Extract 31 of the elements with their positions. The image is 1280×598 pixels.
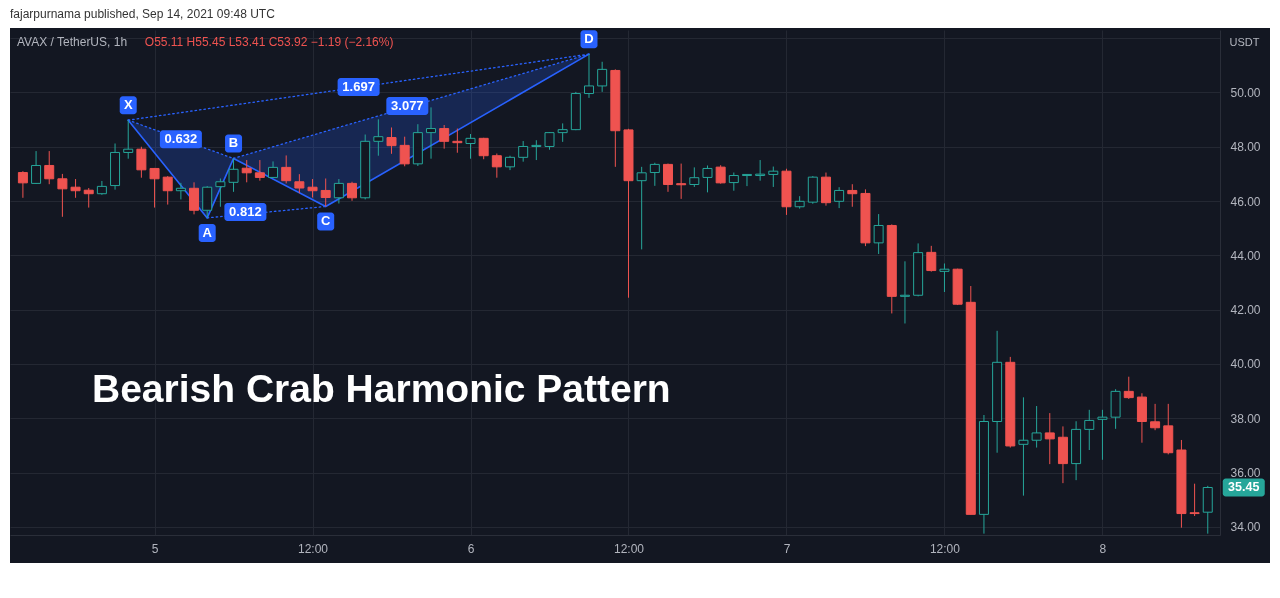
- x-tick-label: 5: [151, 541, 159, 556]
- annotation: A: [202, 224, 213, 240]
- x-tick-label: 7: [783, 541, 791, 556]
- x-tick-label: 12:00: [613, 541, 645, 556]
- y-tick-label: 40.00: [1230, 357, 1261, 372]
- annotation: O55.11 H55.45 L53.41 C53.92 −1.19 (−2.16%): [144, 35, 394, 49]
- x-tick-label: 12:00: [298, 541, 329, 556]
- annotation: 35.45: [1228, 480, 1260, 495]
- x-tick-label: 12:00: [929, 541, 961, 556]
- x-tick-label: 8: [1099, 541, 1107, 556]
- y-tick-label: 44.00: [1230, 248, 1261, 263]
- annotation: 0.812: [229, 203, 262, 219]
- annotation: 3.077: [391, 98, 424, 114]
- y-axis-title: USDT: [1229, 35, 1260, 48]
- annotation: B: [228, 135, 239, 151]
- y-tick-label: 36.00: [1230, 466, 1261, 481]
- annotation: X: [123, 97, 133, 113]
- y-tick-label: 34.00: [1230, 520, 1261, 535]
- chart-title: AVAX / TetherUS, 1h: [17, 35, 128, 49]
- annotation: Bearish Crab Harmonic Pattern: [92, 367, 671, 410]
- y-tick-label: 48.00: [1230, 140, 1261, 155]
- x-tick-label: 6: [467, 541, 475, 556]
- annotation: C: [321, 213, 331, 229]
- y-tick-label: 46.00: [1230, 194, 1261, 209]
- annotation: 1.697: [342, 79, 375, 95]
- annotation: D: [584, 31, 594, 47]
- y-tick-label: 50.00: [1230, 85, 1261, 100]
- y-tick-label: 42.00: [1230, 303, 1261, 318]
- y-tick-label: 38.00: [1230, 411, 1261, 426]
- text: fajarpurnama published, Sep 14, 2021 09:48 UTC: [10, 7, 276, 21]
- annotation: 0.632: [164, 131, 198, 147]
